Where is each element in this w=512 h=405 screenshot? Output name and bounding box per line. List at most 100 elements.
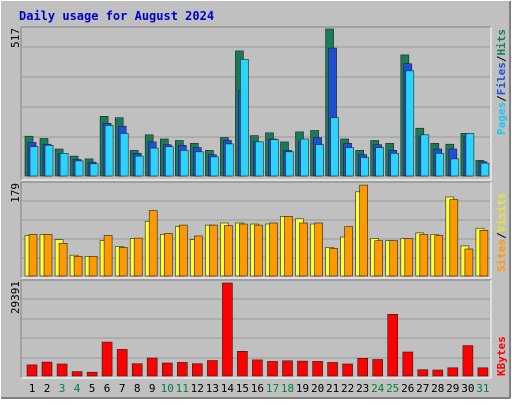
legend-sep-2: / — [495, 55, 508, 62]
bar-sites-day-2 — [43, 234, 53, 277]
bars-visits-sites — [24, 184, 489, 277]
legend-visits: Visits — [495, 193, 508, 233]
bar-pages-day-12 — [195, 151, 204, 177]
legend-pages: Pages — [495, 102, 508, 135]
bar-sites-day-31 — [479, 230, 489, 277]
legend-files: Files — [495, 62, 508, 95]
legend-sep-3: / — [495, 232, 508, 239]
bar-pages-day-26 — [405, 70, 415, 177]
bar-kbytes-day-25 — [387, 313, 399, 377]
x-tick-label-day-13: 13 — [206, 382, 219, 395]
bar-pages-day-22 — [345, 147, 354, 177]
bar-pages-day-2 — [44, 145, 54, 177]
bar-pages-day-10 — [165, 146, 174, 177]
x-tick-label-day-2: 2 — [44, 382, 51, 395]
bar-pages-day-31 — [480, 162, 490, 177]
bar-pages-day-21 — [330, 117, 339, 177]
bar-kbytes-day-5 — [86, 371, 98, 377]
x-tick-label-day-30: 30 — [461, 382, 474, 395]
bar-kbytes-day-17 — [267, 361, 278, 377]
y-max-label-top: 517 — [9, 28, 22, 48]
bar-sites-day-24 — [374, 240, 384, 277]
x-tick-label-day-4: 4 — [74, 382, 81, 395]
bar-pages-day-20 — [315, 144, 324, 177]
x-tick-label-day-12: 12 — [191, 382, 204, 395]
bar-sites-day-14 — [224, 225, 233, 277]
bar-kbytes-day-19 — [297, 360, 308, 377]
chart-title: Daily usage for August 2024 — [19, 9, 214, 23]
bar-pages-day-16 — [255, 141, 264, 177]
x-tick-label-day-31: 31 — [476, 382, 489, 395]
bar-pages-day-11 — [180, 150, 189, 177]
bar-sites-day-9 — [148, 210, 158, 277]
bar-sites-day-22 — [344, 226, 353, 277]
x-tick-label-day-23: 23 — [356, 382, 369, 395]
legend-kbytes: KBytes — [495, 336, 508, 376]
bar-pages-day-15 — [240, 59, 249, 177]
bar-kbytes-day-31 — [477, 367, 489, 377]
bar-sites-day-6 — [103, 235, 113, 277]
bar-kbytes-day-28 — [432, 369, 444, 377]
bar-pages-day-3 — [59, 153, 69, 177]
bar-sites-day-28 — [434, 235, 444, 277]
bar-sites-day-26 — [404, 238, 414, 277]
x-tick-label-day-9: 9 — [149, 382, 156, 395]
bar-kbytes-day-11 — [177, 362, 188, 377]
bar-kbytes-day-29 — [447, 367, 459, 377]
bar-kbytes-day-23 — [357, 357, 369, 377]
bar-kbytes-day-18 — [282, 360, 293, 377]
bar-pages-day-24 — [375, 147, 385, 177]
bar-pages-day-14 — [225, 143, 234, 177]
x-tick-label-day-28: 28 — [431, 382, 444, 395]
x-tick-label-day-7: 7 — [119, 382, 126, 395]
bar-sites-day-27 — [419, 234, 429, 277]
bar-kbytes-day-9 — [146, 357, 158, 377]
x-tick-label-day-20: 20 — [311, 382, 324, 395]
x-tick-label-day-5: 5 — [89, 382, 96, 395]
bar-kbytes-day-30 — [462, 345, 474, 377]
bar-kbytes-day-6 — [101, 341, 113, 377]
x-tick-label-day-26: 26 — [401, 382, 414, 395]
bar-kbytes-day-12 — [192, 363, 203, 377]
bars-hits-files-pages — [24, 28, 490, 177]
x-tick-label-day-1: 1 — [29, 382, 36, 395]
bar-sites-day-30 — [464, 248, 474, 277]
bar-kbytes-day-4 — [71, 371, 83, 377]
x-tick-label-day-10: 10 — [161, 382, 174, 395]
bar-pages-day-6 — [104, 125, 114, 177]
x-tick-label-day-19: 19 — [296, 382, 309, 395]
bar-sites-day-3 — [58, 243, 68, 277]
bar-sites-day-19 — [299, 222, 308, 277]
bar-pages-day-13 — [210, 156, 219, 177]
bar-kbytes-day-14 — [222, 282, 233, 377]
bar-kbytes-day-26 — [402, 351, 414, 377]
bar-kbytes-day-16 — [252, 359, 263, 377]
bars-kbytes — [26, 282, 489, 377]
bar-kbytes-day-3 — [56, 363, 68, 377]
legend-top: Pages/Files/Hits — [495, 29, 508, 135]
legend-mid: Sites/Visits — [495, 193, 508, 273]
bar-sites-day-23 — [359, 184, 369, 277]
bar-pages-day-19 — [300, 138, 309, 177]
legend-sep-1: / — [495, 95, 508, 102]
bar-sites-day-12 — [194, 235, 203, 277]
bar-sites-day-13 — [209, 224, 218, 277]
bar-sites-day-1 — [28, 234, 38, 277]
x-tick-label-day-18: 18 — [281, 382, 294, 395]
bar-sites-day-7 — [118, 247, 128, 277]
x-tick-label-day-8: 8 — [134, 382, 141, 395]
x-tick-label-day-11: 11 — [176, 382, 189, 395]
bar-pages-day-1 — [29, 146, 39, 177]
y-max-label-bottom: 29391 — [9, 281, 22, 314]
bar-pages-day-29 — [450, 158, 460, 177]
bar-kbytes-day-27 — [417, 369, 429, 377]
bar-pages-day-17 — [270, 139, 279, 177]
x-tick-label-day-25: 25 — [386, 382, 399, 395]
x-tick-label-day-16: 16 — [251, 382, 264, 395]
bar-sites-day-8 — [133, 237, 143, 277]
bar-sites-day-18 — [284, 216, 293, 277]
x-tick-label-day-17: 17 — [266, 382, 279, 395]
bar-kbytes-day-20 — [312, 361, 323, 377]
